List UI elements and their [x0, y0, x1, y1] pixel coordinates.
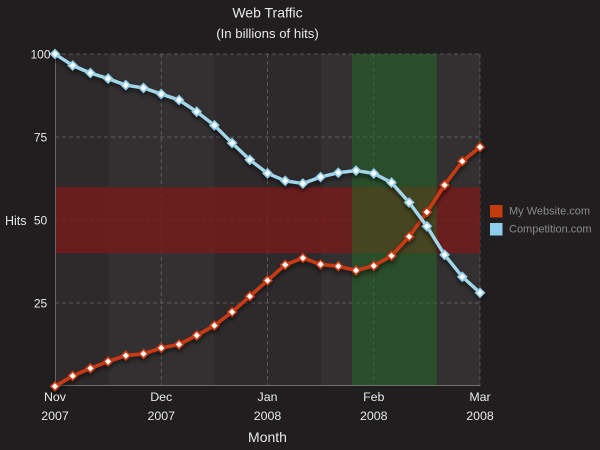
svg-text:Dec: Dec	[150, 390, 172, 404]
svg-text:Mar: Mar	[469, 390, 490, 404]
svg-text:Month: Month	[248, 429, 287, 445]
svg-text:25: 25	[34, 297, 48, 311]
svg-text:2008: 2008	[360, 409, 388, 423]
svg-text:100: 100	[30, 48, 50, 62]
svg-text:2007: 2007	[147, 409, 175, 423]
svg-text:Jan: Jan	[258, 390, 278, 404]
svg-text:(In billions of hits): (In billions of hits)	[216, 26, 319, 41]
svg-text:Web Traffic: Web Traffic	[232, 5, 302, 21]
svg-text:75: 75	[34, 131, 48, 145]
svg-text:50: 50	[34, 214, 48, 228]
svg-text:2008: 2008	[466, 409, 494, 423]
svg-text:My Website.com: My Website.com	[509, 206, 590, 218]
svg-text:Feb: Feb	[363, 390, 384, 404]
svg-text:2007: 2007	[41, 409, 69, 423]
svg-text:Nov: Nov	[44, 390, 67, 404]
svg-text:Hits: Hits	[5, 214, 27, 228]
svg-text:2008: 2008	[254, 409, 282, 423]
svg-text:Competition.com: Competition.com	[509, 224, 592, 236]
